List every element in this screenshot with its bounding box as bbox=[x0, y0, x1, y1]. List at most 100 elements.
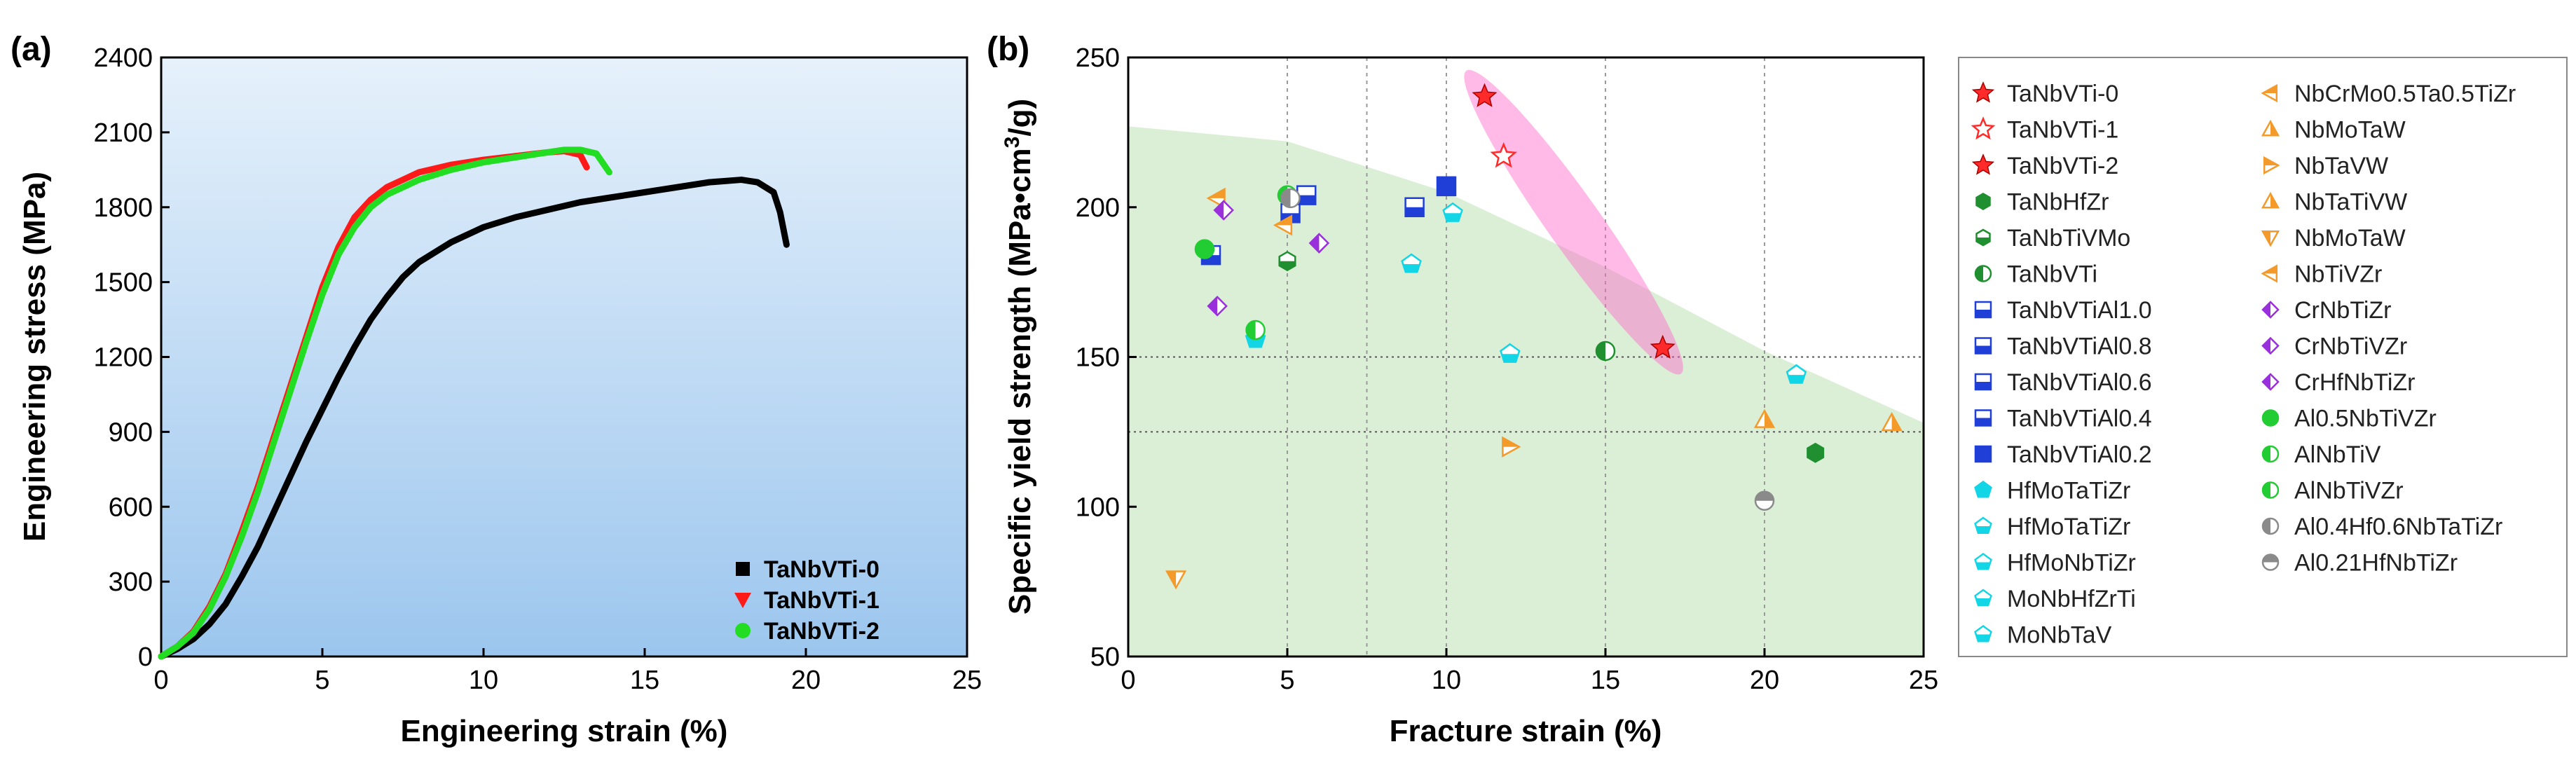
legend-b-label-nbmotaw: NbMoTaW bbox=[2294, 225, 2406, 252]
legend-b-marker-tanbtivmo bbox=[1975, 228, 1991, 247]
legend-b-label-al0-5nbtivzr: Al0.5NbTiVZr bbox=[2294, 406, 2437, 432]
y-tick-label-a: 0 bbox=[138, 642, 153, 672]
x-tick-label-b: 10 bbox=[1432, 666, 1461, 695]
legend-b-marker-al0-21hfnbtizr bbox=[2261, 554, 2280, 571]
legend-b-marker-alnbtivzr bbox=[2261, 481, 2280, 499]
legend-b-marker-hfmotatizr bbox=[1974, 516, 1992, 534]
legend-b-label-nbtativw: NbTaTiVW bbox=[2294, 189, 2407, 216]
series-line-tanbvti-0 bbox=[158, 177, 790, 660]
legend-b-marker-alnbtiv bbox=[2261, 445, 2280, 463]
legend-b-label-tanbvti-2: TaNbVTi-2 bbox=[2007, 153, 2118, 179]
data-point-alnbtiv bbox=[1245, 319, 1266, 341]
legend-b-label-hfmotatizr: HfMoTaTiZr bbox=[2007, 478, 2130, 504]
legend-b-label-crnbtivzr: CrNbTiVZr bbox=[2294, 334, 2407, 360]
data-point-crnbtivzr bbox=[1308, 233, 1330, 254]
highlight-ellipse bbox=[1464, 69, 1683, 375]
gridlines-b bbox=[1128, 57, 1924, 657]
legend-b-label-al0-21hfnbtizr: Al0.21HfNbTiZr bbox=[2294, 550, 2458, 577]
data-points-b bbox=[1165, 83, 1903, 590]
legend-b-marker-nbmotaw bbox=[2261, 119, 2280, 137]
legend-b-label-nbtivzr: NbTiVZr bbox=[2294, 261, 2382, 288]
y-tick-label-b: 50 bbox=[1090, 642, 1120, 672]
x-tick-label-a: 5 bbox=[315, 666, 329, 695]
axis-ticks-b: 0 5 10 15 20 25 50 100 150 200 250 bbox=[1076, 43, 1939, 695]
green-region bbox=[1128, 126, 1924, 657]
legend-b-label-alnbtiv: AlNbTiV bbox=[2294, 441, 2381, 468]
legend-b-label-tanbvtial0-6: TaNbVTiAl0.6 bbox=[2007, 369, 2152, 396]
panel-a-stress-strain-chart: (a) 0 5 10 15 20 25 0 300 600 900 1200 1500 1800 2100… bbox=[11, 31, 982, 748]
x-tick-label-b: 20 bbox=[1750, 666, 1779, 695]
legend-b-marker-monbhfzrti bbox=[1974, 589, 1992, 606]
series-line-tanbvti-2 bbox=[158, 146, 612, 660]
y-tick-label-a: 1500 bbox=[93, 268, 153, 298]
legend-b-label-monbhfzrti: MoNbHfZrTi bbox=[2007, 586, 2136, 612]
y-axis-title-b: Specific yield strength (MPa•cm3/g) bbox=[1001, 99, 1037, 614]
legend-b-marker-al0-4hf0-6nbtatizr bbox=[2261, 517, 2280, 535]
legend-b-label-crhfnbtizr: CrHfNbTiZr bbox=[2294, 369, 2416, 396]
legend-b-label-tanbvti-0: TaNbVTi-0 bbox=[2007, 81, 2118, 107]
legend-b-label-tanbvtial0-4: TaNbVTiAl0.4 bbox=[2007, 406, 2152, 432]
legend-b-marker-crnbtivzr bbox=[2261, 336, 2280, 355]
legend-b-label-nbcrmo0-5ta0-5tizr: NbCrMo0.5Ta0.5TiZr bbox=[2294, 81, 2516, 107]
data-point-nbtavw bbox=[1502, 436, 1521, 458]
y-axis-title-b-superscript: 3 bbox=[1001, 137, 1024, 149]
legend-b-marker-hfmotatizr bbox=[1974, 480, 1992, 498]
y-tick-label-b: 200 bbox=[1076, 193, 1120, 223]
legend-b-marker-tanbvti bbox=[1974, 265, 1992, 282]
legend-b-label-crnbtizr: CrNbTiZr bbox=[2294, 297, 2392, 324]
data-point-tanbvtial0-6 bbox=[1296, 185, 1317, 205]
data-point-crnbtizr bbox=[1213, 200, 1234, 221]
x-tick-label-b: 15 bbox=[1591, 666, 1620, 695]
y-tick-label-a: 900 bbox=[109, 418, 153, 447]
data-point-nbmotaw bbox=[1753, 408, 1776, 428]
legend-a-label-tanbvti-2: TaNbVTi-2 bbox=[764, 618, 879, 645]
legend-b-marker-crnbtizr bbox=[2261, 301, 2280, 319]
x-tick-label-a: 20 bbox=[791, 666, 821, 695]
legend-b-label-alnbtivzr: AlNbTiVZr bbox=[2294, 478, 2404, 504]
y-axis-title-b-part2: /g) bbox=[1003, 99, 1037, 137]
legend-b-label-tanbvtial0-8: TaNbVTiAl0.8 bbox=[2007, 334, 2152, 360]
x-axis-title-a: Engineering strain (%) bbox=[401, 714, 728, 748]
legend-b-marker-nbtativw bbox=[2261, 191, 2280, 209]
legend-b-marker-tanbvtial0-2 bbox=[1974, 445, 1992, 463]
panel-b-label: (b) bbox=[987, 31, 1029, 68]
legend-b-label-nbtavw: NbTaVW bbox=[2294, 153, 2388, 179]
data-point-tanbvti bbox=[1595, 341, 1616, 362]
data-point-nbtivzr bbox=[1273, 214, 1293, 236]
legend-b-label-tanbhfzr: TaNbHfZr bbox=[2007, 189, 2109, 216]
x-tick-label-a: 15 bbox=[630, 666, 659, 695]
legend-a-label-tanbvti-0: TaNbVTi-0 bbox=[764, 556, 879, 583]
legend-b-label-tanbvtial0-2: TaNbVTiAl0.2 bbox=[2007, 441, 2152, 468]
data-point-nbcrmo0-5ta0-5tizr bbox=[1206, 187, 1226, 209]
data-point-nbmotaw bbox=[1165, 570, 1187, 590]
x-tick-label-a: 0 bbox=[153, 666, 168, 695]
legend-b-marker-al0-5nbtivzr bbox=[2261, 409, 2280, 427]
legend-b-marker-hfmonbtizr bbox=[1974, 552, 1992, 570]
plot-area-a bbox=[160, 56, 968, 658]
data-point-nbtativw bbox=[1881, 411, 1903, 432]
legend-b-marker-nbmotaw bbox=[2261, 230, 2280, 247]
legend-a: TaNbVTi-0 TaNbVTi-1 TaNbVTi-2 bbox=[734, 556, 879, 645]
legend-box-b bbox=[1958, 57, 2568, 657]
data-point-monbtav bbox=[1442, 202, 1463, 222]
legend-b-label-tanbtivmo: TaNbTiVMo bbox=[2007, 225, 2130, 252]
y-tick-label-b: 150 bbox=[1076, 343, 1120, 373]
data-point-al0-5nbtivzr bbox=[1194, 239, 1215, 259]
y-tick-label-a: 300 bbox=[109, 568, 153, 597]
y-axis-title-a: Engineering stress (MPa) bbox=[18, 172, 52, 542]
y-tick-label-a: 600 bbox=[109, 493, 153, 522]
legend-b: TaNbVTi-0 TaNbVTi-1 TaNbVTi-2 TaNbHfZr TaNbT… bbox=[1971, 81, 2516, 649]
data-point-tanbhfzr bbox=[1807, 442, 1825, 463]
legend-a-marker-tanbvti-1 bbox=[734, 593, 751, 608]
legend-a-label-tanbvti-1: TaNbVTi-1 bbox=[764, 587, 879, 614]
legend-b-marker-nbcrmo0-5ta0-5tizr bbox=[2261, 83, 2278, 103]
legend-b-marker-tanbvtial1-0 bbox=[1974, 301, 1992, 319]
data-point-crhfnbtizr bbox=[1207, 296, 1228, 317]
legend-b-label-nbmotaw: NbMoTaW bbox=[2294, 117, 2406, 144]
legend-b-marker-tanbvti-0 bbox=[1971, 81, 1995, 103]
y-tick-label-a: 1800 bbox=[93, 193, 153, 223]
legend-b-marker-tanbvti-1 bbox=[1971, 116, 1996, 140]
data-point-tanbvti-1 bbox=[1490, 142, 1518, 168]
series-a bbox=[158, 146, 790, 660]
legend-b-label-tanbvti: TaNbVTi bbox=[2007, 261, 2097, 288]
